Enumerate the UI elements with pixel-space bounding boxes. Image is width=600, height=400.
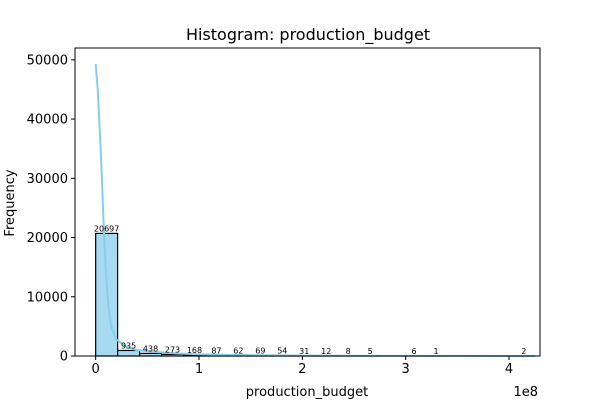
x-tick-label: 1 [195,362,203,377]
bar-count-label: 2 [521,347,526,356]
y-tick-label: 10000 [27,290,68,305]
x-tick-label: 0 [92,362,100,377]
bar-count-label: 87 [211,346,221,355]
y-tick-label: 20000 [27,231,68,246]
x-tick-label: 3 [402,362,410,377]
kde-line [94,63,535,357]
bar-count-label: 6 [412,347,417,356]
y-tick-label: 50000 [27,53,68,68]
bar-count-label: 5 [368,347,373,356]
x-axis-offset-label: 1e8 [513,385,538,400]
x-tick-label: 4 [505,362,513,377]
x-tick-label: 2 [298,362,306,377]
bar-count-label: 1 [433,347,438,356]
y-tick-label: 30000 [27,172,68,187]
chart-title: Histogram: production_budget [186,25,430,45]
bar-count-label: 20697 [94,224,119,233]
y-axis-label: Frequency [3,169,18,236]
bar-count-label: 69 [255,347,265,356]
bar-count-label: 54 [277,347,287,356]
bar-count-label: 273 [165,345,180,354]
bar-count-label: 62 [233,347,243,356]
bar-count-label: 438 [143,344,158,353]
bar-count-label: 8 [346,347,351,356]
y-tick-label: 0 [60,350,68,365]
y-tick-label: 40000 [27,113,68,128]
x-axis-label: production_budget [246,385,368,400]
bar-count-label: 12 [321,347,331,356]
bar-count-label: 168 [187,346,202,355]
bar-count-label: 31 [299,347,309,356]
plot-frame [74,47,541,357]
histogram-bar [117,349,141,357]
bar-count-label: 935 [121,341,136,350]
